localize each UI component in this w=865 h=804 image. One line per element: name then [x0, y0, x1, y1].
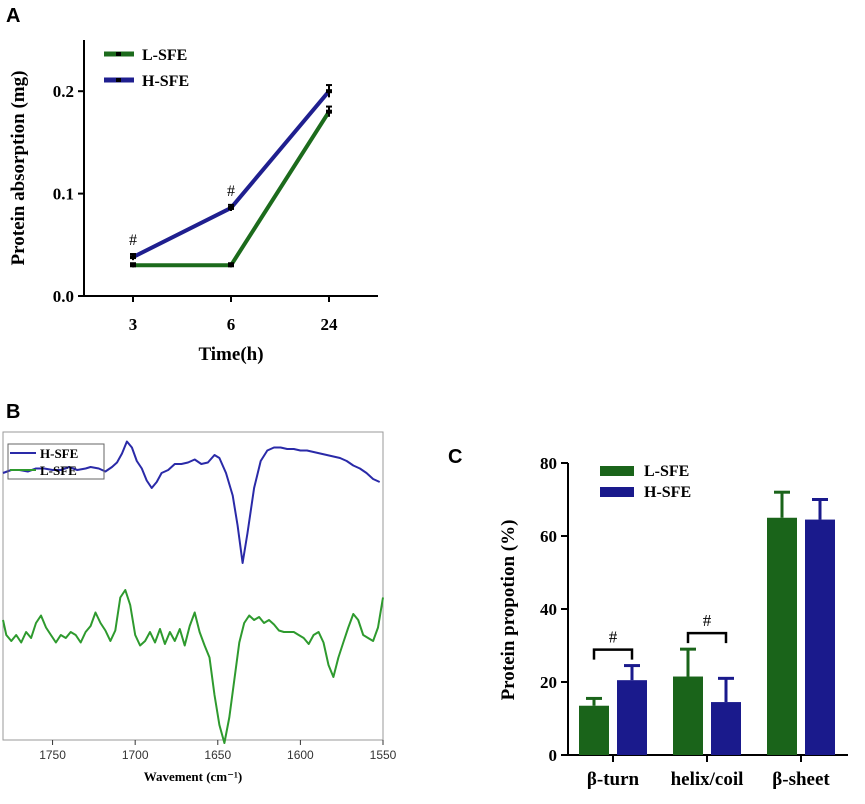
panel-c-bar-h-sfe: [805, 519, 835, 755]
panel-a-significance-mark: #: [129, 232, 137, 249]
panel-b-x-tick-label: 1700: [122, 748, 149, 762]
panel-a-legend-label-h-sfe: H-SFE: [142, 73, 189, 90]
panel-a-y-tick-label: 0.2: [53, 82, 74, 101]
panel-b-x-tick-label: 1550: [370, 748, 397, 762]
panel-b-spectrum-chart: 1750 1700 1650 1600 1550 H-SFE L-SFE Wavement…: [2, 431, 397, 784]
panel-c-legend-swatch-h-sfe: [600, 487, 634, 497]
panel-a-data-point: [326, 109, 332, 114]
panel-c-marks: L-SFE H-SFE # #: [579, 463, 835, 755]
panel-c-legend-label-h-sfe: H-SFE: [644, 484, 691, 501]
panel-a-data-point: [228, 205, 234, 210]
panel-a-y-axis-label: Protein absorption (mg): [8, 71, 29, 266]
panel-c-significance-bracket: [592, 648, 634, 660]
panel-c-x-tick-label: β-turn: [587, 769, 640, 790]
panel-c-bar-l-sfe: [579, 705, 609, 755]
panel-c-legend-swatch-l-sfe: [600, 466, 634, 476]
panel-b-legend-label-h-sfe: H-SFE: [40, 446, 78, 461]
panel-label-b: B: [6, 401, 20, 423]
panel-c-x-tick-label: β-sheet: [772, 769, 830, 790]
panel-c-bar-chart: 0 20 40 60 80 β-turn helix/coil β-sheet L-SFE H-…: [498, 454, 848, 790]
panel-a-legend-marker: [116, 78, 121, 82]
panel-c-bar-l-sfe: [767, 517, 797, 755]
panel-b-x-tick-label: 1650: [204, 748, 231, 762]
panel-a-x-axis-label: Time(h): [198, 344, 263, 365]
panel-a-data-point: [130, 263, 136, 268]
panel-b-x-tick-label: 1750: [39, 748, 66, 762]
panel-c-y-tick-label: 60: [540, 527, 557, 546]
panel-c-y-tick-label: 0: [549, 746, 558, 765]
panel-c-significance-mark: #: [703, 611, 712, 630]
panel-c-x-tick-label: helix/coil: [671, 769, 744, 790]
panel-c-legend-label-l-sfe: L-SFE: [644, 463, 689, 480]
panel-c-y-tick-label: 80: [540, 454, 557, 473]
panel-b-spectrum-line-l-sfe: [2, 589, 384, 744]
panel-a-significance-mark: #: [227, 183, 235, 200]
panel-b-marks: H-SFE L-SFE: [2, 440, 384, 744]
panel-c-bar-l-sfe: [673, 676, 703, 755]
panel-c-significance-mark: #: [609, 628, 618, 647]
panel-a-x-tick-label: 3: [129, 315, 138, 334]
panel-a-line-chart: 0.0 0.1 0.2 3 6 24 L-SFE H-SFE # # Time(h) Prote…: [8, 40, 378, 365]
panel-a-data-point: [130, 255, 136, 260]
panel-a-y-tick-label: 0.1: [53, 185, 74, 204]
panel-c-bar-h-sfe: [711, 702, 741, 755]
panel-a-y-tick-label: 0.0: [53, 287, 74, 306]
panel-a-x-tick-label: 24: [321, 315, 339, 334]
panel-b-spectrum-line-h-sfe: [2, 440, 381, 564]
panel-label-c: C: [448, 446, 462, 468]
panel-c-y-tick-label: 40: [540, 600, 557, 619]
panel-c-axes: 0 20 40 60 80 β-turn helix/coil β-sheet: [540, 454, 848, 790]
panel-a-legend-label-l-sfe: L-SFE: [142, 47, 187, 64]
panel-a-marks: L-SFE H-SFE # #: [104, 47, 332, 268]
panel-a-series-line-h-sfe: [132, 89, 331, 259]
panel-b-x-axis-label: Wavement (cm⁻¹): [144, 769, 242, 784]
panel-a-data-point: [228, 263, 234, 268]
panel-c-y-axis-label: Protein propotion (%): [498, 520, 519, 701]
panel-b-x-tick-label: 1600: [287, 748, 314, 762]
panel-c-significance-bracket: [686, 631, 728, 644]
panel-b-legend-label-l-sfe: L-SFE: [40, 463, 77, 478]
panel-b-axes: 1750 1700 1650 1600 1550: [2, 431, 397, 762]
panel-a-data-point: [326, 89, 332, 94]
panel-a-legend-marker: [116, 52, 121, 56]
panel-c-bar-h-sfe: [617, 680, 647, 755]
panel-a-axes: 0.0 0.1 0.2 3 6 24: [53, 40, 378, 334]
panel-b-legend-box: [7, 443, 105, 480]
panel-b-frame: [2, 431, 384, 741]
panel-label-a: A: [6, 5, 20, 27]
panel-a-x-tick-label: 6: [227, 315, 236, 334]
panel-c-y-tick-label: 20: [540, 673, 557, 692]
